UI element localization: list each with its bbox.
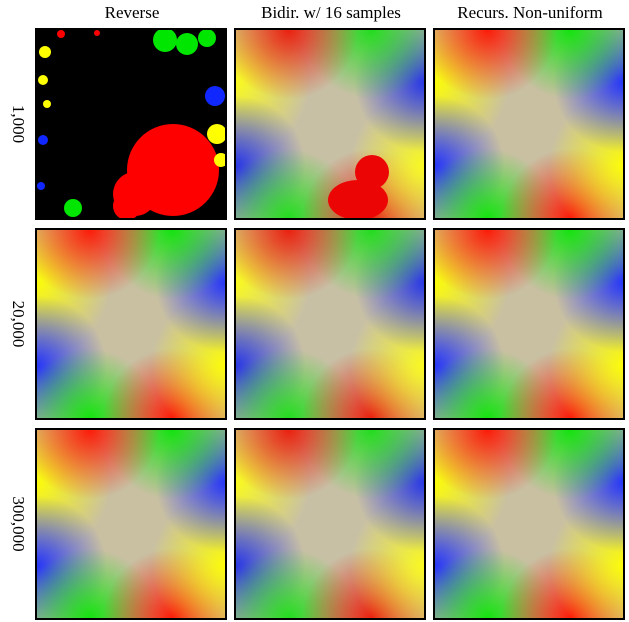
- image-panel: [433, 28, 625, 220]
- image-panel: [234, 228, 426, 420]
- image-panel: [433, 228, 625, 420]
- image-panel: [35, 28, 227, 220]
- circle-pattern: [37, 30, 225, 218]
- figure: {"columns": ["Reverse", "Bidir. w/ 16 sa…: [0, 0, 629, 622]
- image-panel: [35, 228, 227, 420]
- row-label: 300,000: [8, 496, 28, 551]
- image-panel: [35, 428, 227, 620]
- column-header: Reverse: [34, 3, 230, 23]
- column-header: Recurs. Non-uniform: [432, 3, 628, 23]
- row-label: 1,000: [8, 105, 28, 143]
- blob: [236, 30, 424, 218]
- image-panel: [234, 28, 426, 220]
- column-header: Bidir. w/ 16 samples: [233, 3, 429, 23]
- image-panel: [433, 428, 625, 620]
- image-panel: [234, 428, 426, 620]
- row-label: 20,000: [8, 301, 28, 348]
